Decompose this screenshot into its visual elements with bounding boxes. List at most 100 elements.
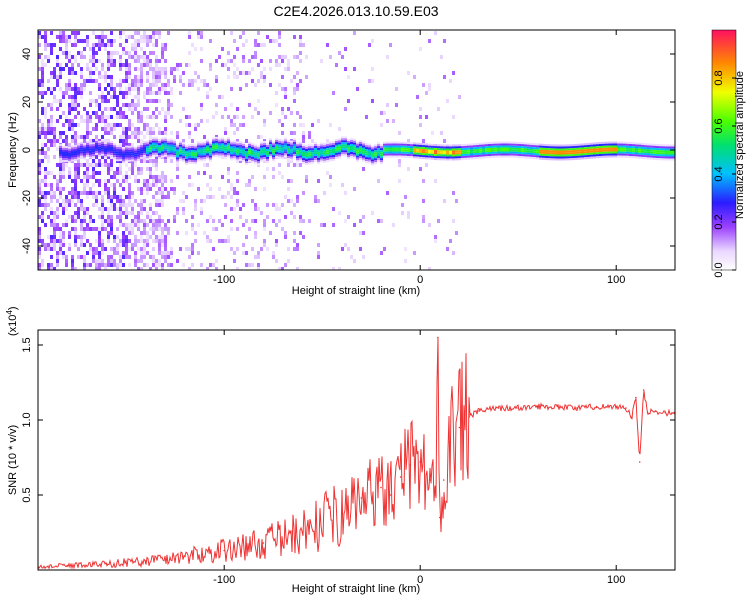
heatmap-cell xyxy=(287,63,290,67)
heatmap-cell xyxy=(149,156,152,159)
heatmap-cell xyxy=(578,153,581,156)
heatmap-cell xyxy=(83,243,86,247)
heatmap-cell xyxy=(122,147,125,150)
heatmap-cell xyxy=(341,146,344,149)
heatmap-cell xyxy=(38,187,41,191)
heatmap-cell xyxy=(284,115,287,119)
heatmap-cell xyxy=(449,148,452,151)
heatmap-cell xyxy=(206,235,209,239)
heatmap-cell xyxy=(209,195,212,199)
heatmap-cell xyxy=(89,67,92,71)
heatmap-cell xyxy=(164,83,167,87)
heatmap-cell xyxy=(134,154,137,157)
heatmap-cell xyxy=(185,148,188,151)
heatmap-cell xyxy=(563,154,566,157)
heatmap-cell xyxy=(182,152,185,155)
heatmap-cell xyxy=(116,159,119,162)
heatmap-cell xyxy=(236,191,239,195)
heatmap-cell xyxy=(146,71,149,75)
heatmap-cell xyxy=(332,140,335,143)
snr-point xyxy=(105,563,108,565)
heatmap-cell xyxy=(356,153,359,156)
heatmap-cell xyxy=(158,227,161,231)
heatmap-cell xyxy=(149,235,152,239)
heatmap-cell xyxy=(149,203,152,207)
heatmap-cell xyxy=(341,150,344,153)
heatmap-cell xyxy=(323,146,326,149)
heatmap-cell xyxy=(560,156,563,159)
heatmap-cell xyxy=(236,115,239,119)
heatmap-cell xyxy=(365,153,368,156)
heatmap-cell xyxy=(317,151,320,154)
heatmap-cell xyxy=(59,175,62,179)
heatmap-cell xyxy=(191,263,194,267)
heatmap-cell xyxy=(434,146,437,149)
heatmap-cell xyxy=(248,141,251,144)
heatmap-cell xyxy=(161,251,164,255)
heatmap-cell xyxy=(248,149,251,152)
heatmap-cell xyxy=(167,148,170,151)
heatmap-cell xyxy=(281,75,284,79)
heatmap-cell xyxy=(521,156,524,159)
heatmap-cell xyxy=(161,179,164,183)
heatmap-cell xyxy=(38,179,41,183)
heatmap-cell xyxy=(104,35,107,39)
heatmap-cell xyxy=(629,152,632,155)
heatmap-cell xyxy=(47,155,50,159)
heatmap-cell xyxy=(293,91,296,95)
heatmap-cell xyxy=(77,31,80,35)
heatmap-cell xyxy=(566,154,569,157)
heatmap-cell xyxy=(353,140,356,143)
heatmap-cell xyxy=(278,35,281,39)
heatmap-cell xyxy=(314,148,317,151)
heatmap-cell xyxy=(272,167,275,171)
heatmap-cell xyxy=(188,123,191,127)
heatmap-cell xyxy=(146,39,149,43)
heatmap-cell xyxy=(182,211,185,215)
heatmap-cell xyxy=(101,219,104,223)
heatmap-cell xyxy=(50,171,53,175)
heatmap-cell xyxy=(500,151,503,154)
heatmap-cell xyxy=(593,144,596,147)
heatmap-cell xyxy=(404,259,407,263)
heatmap-cell xyxy=(572,152,575,155)
heatmap-cell xyxy=(86,211,89,215)
snr-ylabel: SNR (10 * v/v) xyxy=(7,425,19,495)
heatmap-cell xyxy=(611,151,614,154)
heatmap-cell xyxy=(632,146,635,149)
heatmap-cell xyxy=(344,146,347,149)
heatmap-cell xyxy=(632,148,635,151)
heatmap-cell xyxy=(149,227,152,231)
heatmap-cell xyxy=(497,155,500,158)
heatmap-cell xyxy=(80,223,83,227)
heatmap-cell xyxy=(176,131,179,135)
heatmap-cell xyxy=(377,219,380,223)
heatmap-cell xyxy=(419,154,422,157)
heatmap-cell xyxy=(275,259,278,263)
heatmap-cell xyxy=(242,154,245,157)
heatmap-cell xyxy=(290,111,293,115)
heatmap-cell xyxy=(137,111,140,115)
heatmap-cell xyxy=(62,95,65,99)
heatmap-cell xyxy=(518,147,521,150)
heatmap-cell xyxy=(458,150,461,153)
heatmap-cell xyxy=(98,150,101,153)
heatmap-cell xyxy=(452,115,455,119)
heatmap-cell xyxy=(254,162,257,165)
heatmap-cell xyxy=(557,158,560,161)
heatmap-cell xyxy=(311,123,314,127)
heatmap-cell xyxy=(128,175,131,179)
heatmap-cell xyxy=(452,71,455,75)
heatmap-cell xyxy=(314,158,317,161)
heatmap-cell xyxy=(431,155,434,158)
heatmap-cell xyxy=(56,251,59,255)
heatmap-cell xyxy=(203,145,206,148)
heatmap-cell xyxy=(293,87,296,91)
heatmap-cell xyxy=(602,141,605,144)
heatmap-cell xyxy=(44,243,47,247)
heatmap-cell xyxy=(98,146,101,149)
heatmap-cell xyxy=(449,150,452,153)
heatmap-cell xyxy=(143,159,146,163)
heatmap-cell xyxy=(167,138,170,141)
heatmap-cell xyxy=(92,55,95,59)
